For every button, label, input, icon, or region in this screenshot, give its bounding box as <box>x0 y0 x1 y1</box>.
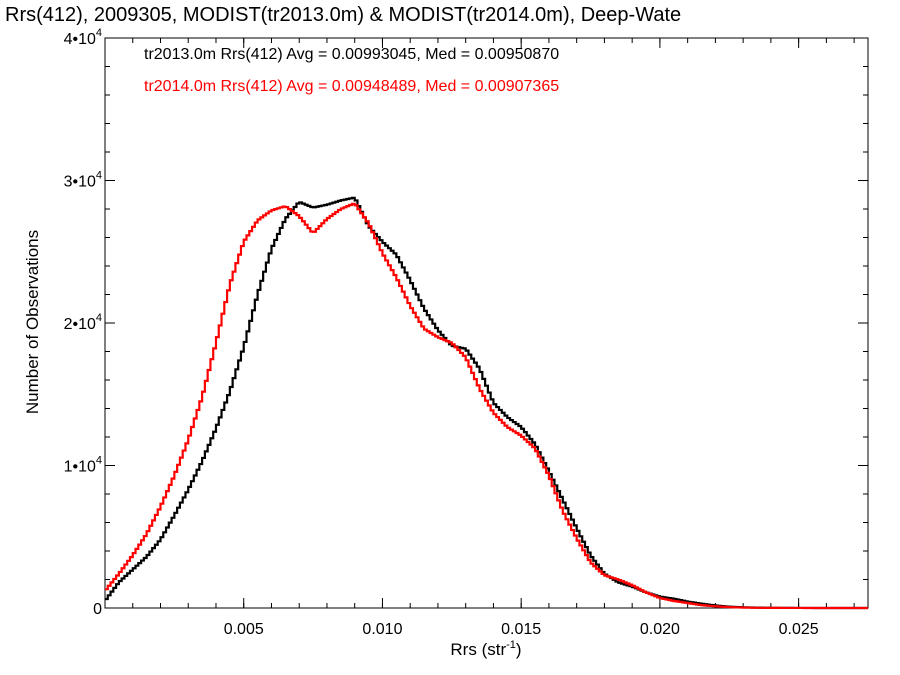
y-axis-label: Number of Observations <box>23 230 42 414</box>
y-tick-exponent: 4 <box>96 455 102 467</box>
y-tick-label: 0 <box>93 601 102 618</box>
annotation-tr2014: tr2014.0m Rrs(412) Avg = 0.00948489, Med… <box>144 78 559 95</box>
x-tick-label: 0.005 <box>224 621 264 638</box>
annotation-tr2013: tr2013.0m Rrs(412) Avg = 0.00993045, Med… <box>144 46 559 63</box>
x-tick-label: 0.025 <box>779 621 819 638</box>
y-tick-mantissa: 2•10 <box>64 316 96 333</box>
y-tick-mantissa: 4•10 <box>64 31 96 48</box>
x-tick-label: 0.020 <box>640 621 680 638</box>
y-tick-label: 4•104 <box>64 27 102 48</box>
series-line-0 <box>105 196 868 610</box>
y-tick-label: 3•104 <box>64 170 102 191</box>
y-tick-label: 2•104 <box>64 312 102 333</box>
x-axis: 0.005 0.010 0.015 0.020 0.025 <box>132 38 855 638</box>
y-tick-mantissa: 0 <box>93 601 102 618</box>
series-layer <box>105 196 868 610</box>
y-tick-label: 1•104 <box>64 455 102 476</box>
y-tick-exponent: 4 <box>96 27 102 39</box>
x-tick-label: 0.015 <box>501 621 541 638</box>
x-axis-label: Rrs (str-1) <box>450 639 521 659</box>
x-tick-label: 0.010 <box>362 621 402 638</box>
y-tick-mantissa: 3•10 <box>64 174 96 191</box>
chart-title: Rrs(412), 2009305, MODIST(tr2013.0m) & M… <box>5 4 681 26</box>
y-tick-exponent: 4 <box>96 312 102 324</box>
plot-frame <box>104 37 869 609</box>
series-line-1 <box>105 202 868 610</box>
y-tick-mantissa: 1•10 <box>64 459 96 476</box>
y-tick-exponent: 4 <box>96 170 102 182</box>
